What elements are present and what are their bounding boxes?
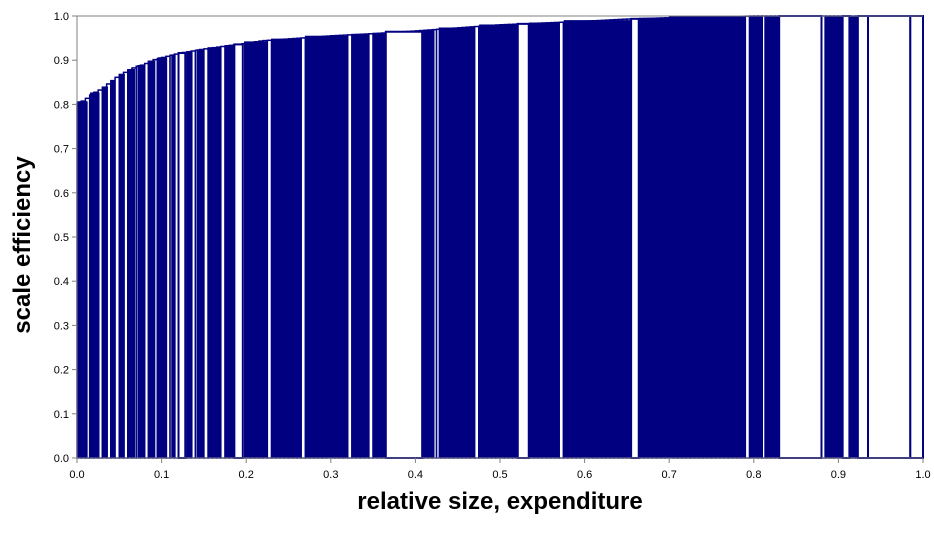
bar-white	[856, 15, 870, 459]
x-tick-label: 0.8	[746, 469, 761, 481]
bar-white	[841, 15, 851, 459]
bar	[764, 15, 780, 459]
bar	[224, 45, 235, 459]
bar	[749, 15, 763, 459]
bar	[372, 32, 386, 459]
x-tick-label: 0.0	[69, 469, 84, 481]
bar	[351, 33, 370, 459]
y-tick-label: 0.4	[54, 276, 69, 288]
bar-white	[867, 15, 912, 459]
bar	[304, 35, 349, 459]
bar	[438, 27, 476, 459]
bar	[244, 41, 268, 459]
x-tick-label: 0.6	[577, 469, 592, 481]
bar	[207, 47, 222, 459]
bar	[668, 16, 746, 459]
bar	[824, 15, 844, 459]
bars-layer	[76, 15, 924, 460]
bar	[110, 80, 116, 459]
bar-white	[233, 43, 244, 459]
x-tick-label: 0.2	[239, 469, 254, 481]
bar	[271, 38, 302, 459]
x-tick-label: 0.1	[154, 469, 169, 481]
bar-white	[516, 22, 530, 459]
bar	[196, 49, 205, 459]
bar	[76, 101, 88, 459]
bar	[90, 92, 100, 459]
y-tick-label: 0.6	[54, 188, 69, 200]
x-tick-label: 0.7	[662, 469, 677, 481]
bar	[423, 29, 435, 459]
x-tick-label: 1.0	[915, 469, 930, 481]
y-tick-label: 0.9	[54, 55, 69, 67]
bar-white	[909, 15, 924, 459]
bar	[186, 51, 193, 459]
bar	[849, 15, 859, 459]
y-tick-label: 0.7	[54, 144, 69, 156]
bar-white	[630, 17, 640, 459]
x-axis-title: relative size, expenditure	[357, 488, 642, 515]
x-tick-label: 0.3	[323, 469, 338, 481]
y-tick-label: 0.3	[54, 320, 69, 332]
y-tick-label: 0.0	[54, 453, 69, 465]
ticks-layer: 0.0 0.1 0.2 0.3 0.4 0.5 0.6 0.7 0.8 0.9 1.0 0.0 0.1 0…	[54, 11, 931, 481]
bar	[529, 22, 560, 459]
y-tick-label: 0.8	[54, 99, 69, 111]
bar-white	[384, 30, 424, 459]
bar	[563, 20, 632, 459]
y-tick-label: 1.0	[54, 11, 69, 23]
y-axis-title: scale efficiency	[9, 156, 36, 334]
x-tick-label: 0.9	[831, 469, 846, 481]
y-tick-label: 0.5	[54, 232, 69, 244]
x-tick-label: 0.5	[492, 469, 507, 481]
bar	[118, 73, 125, 459]
bar-white	[778, 15, 823, 459]
bar-white	[177, 51, 187, 460]
bar	[639, 17, 670, 459]
x-tick-label: 0.4	[408, 469, 423, 481]
bar	[137, 65, 146, 459]
bar	[127, 68, 136, 459]
y-tick-label: 0.2	[54, 365, 69, 377]
bar	[101, 86, 108, 459]
bar	[479, 24, 518, 459]
bar	[157, 57, 168, 459]
y-tick-label: 0.1	[54, 409, 69, 421]
bar	[147, 60, 156, 459]
bar	[171, 54, 176, 459]
